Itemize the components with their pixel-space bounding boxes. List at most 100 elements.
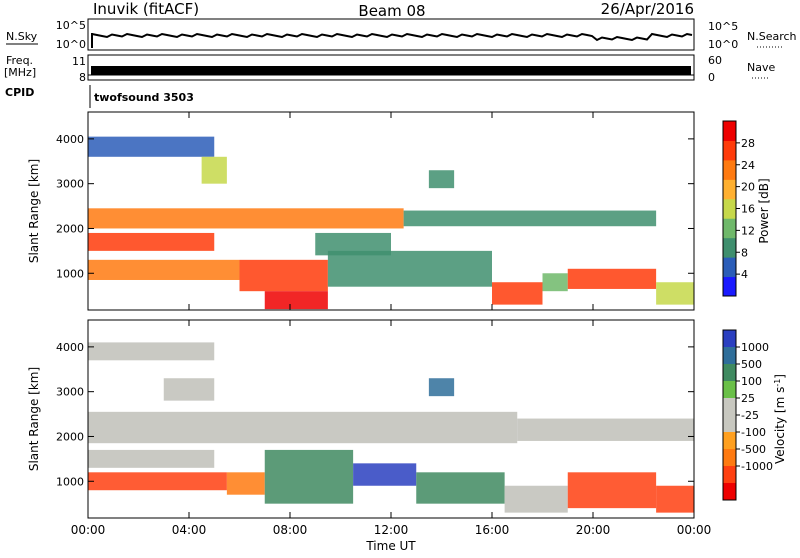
power-heatmap: [88, 136, 694, 310]
velocity-colorbar-label: Velocity [m s-1]: [773, 374, 788, 464]
freq-label: Freq.: [6, 54, 33, 67]
power-colorbar-segment-1: [723, 257, 736, 278]
power-colorbar-tick-label-5: 8: [741, 246, 748, 259]
velocity-colorbar-segment-6: [723, 432, 736, 450]
velocity-colorbar-tick-label-7: -1000: [741, 460, 773, 473]
power-colorbar-segment-0: [723, 276, 736, 297]
nsky-label: N.Sky: [6, 30, 38, 43]
time-tick-label-0: 00:00: [71, 523, 106, 537]
power-colorbar-tick-label-3: 16: [741, 203, 755, 216]
velocity-axes: 1000 2000 3000 4000: [56, 341, 694, 488]
nsky-tick-top: 10^5: [56, 19, 86, 32]
nsky-tick-bottom: 10^0: [56, 38, 86, 51]
velocity-colorbar-segment-0: [723, 330, 736, 348]
velocity-band-8: [504, 485, 568, 513]
velocity-band-6: [353, 463, 417, 486]
velocity-colorbar-segment-2: [723, 364, 736, 382]
power-band-2: [88, 232, 215, 251]
velocity-colorbar-segment-9: [723, 483, 736, 501]
freq-trace-band: [91, 66, 691, 75]
freq-tick-bottom: 8: [79, 71, 86, 84]
power-colorbar-segment-2: [723, 237, 736, 258]
power-colorbar-segment-5: [723, 179, 736, 200]
velocity-band-12: [163, 378, 215, 401]
power-colorbar-tick-label-1: 24: [741, 159, 755, 172]
power-colorbar-segment-8: [723, 121, 736, 141]
power-band-3: [88, 259, 240, 280]
date-title: 26/Apr/2016: [601, 0, 694, 18]
velocity-ytick-label-2: 3000: [56, 386, 84, 399]
velocity-band-9: [567, 472, 657, 509]
velocity-colorbar-tick-label-5: -100: [741, 426, 766, 439]
velocity-colorbar-tick-label-2: 100: [741, 375, 762, 388]
time-axis: 00:00 04:00 08:00 12:00 16:00 20:00 00:00: [71, 112, 712, 537]
velocity-colorbar-tick-label-1: 500: [741, 358, 762, 371]
velocity-colorbar-segment-1: [723, 347, 736, 365]
time-tick-label-5: 20:00: [576, 523, 611, 537]
time-tick-label-6: 00:00: [677, 523, 712, 537]
power-band-9: [567, 268, 657, 289]
power-colorbar-label: Power [dB]: [757, 178, 771, 243]
power-colorbar-tick-label-6: 4: [741, 268, 748, 281]
cpid-label: CPID: [5, 86, 34, 99]
cpid-value: twofsound 3503: [94, 91, 194, 104]
velocity-band-1: [517, 418, 694, 441]
nsearch-tick-top: 10^5: [708, 20, 738, 33]
power-band-11: [88, 136, 215, 157]
power-band-13: [428, 170, 455, 189]
time-tick-label-4: 16:00: [475, 523, 510, 537]
velocity-band-4: [226, 472, 265, 495]
velocity-band-13: [428, 378, 455, 397]
velocity-colorbar-segment-7: [723, 449, 736, 467]
power-colorbar-tick-label-2: 20: [741, 181, 755, 194]
velocity-colorbar: 1000 500 100 25 -25 -100 -500 -1000: [722, 329, 773, 501]
station-title: Inuvik (fitACF): [93, 0, 199, 18]
velocity-colorbar-segment-5: [723, 415, 736, 433]
power-band-4: [239, 259, 328, 292]
velocity-colorbar-tick-label-3: 25: [741, 392, 755, 405]
velocity-colorbar-segment-8: [723, 466, 736, 484]
velocity-band-0: [88, 411, 518, 444]
velocity-colorbar-segment-3: [723, 381, 736, 399]
power-ytick-label-0: 1000: [56, 267, 84, 280]
velocity-ytick-label-3: 4000: [56, 341, 84, 354]
velocity-band-10: [656, 485, 694, 513]
velocity-colorbar-tick-label-6: -500: [741, 443, 766, 456]
velocity-band-3: [88, 472, 227, 491]
nsky-panel-frame: [87, 18, 695, 51]
power-band-1: [403, 210, 657, 227]
velocity-ytick-label-0: 1000: [56, 475, 84, 488]
velocity-colorbar-segment-4: [723, 398, 736, 416]
power-band-8: [542, 273, 568, 292]
power-ylabel: Slant Range [km]: [27, 159, 41, 263]
power-axes: 1000 2000 3000 4000: [56, 133, 694, 280]
power-colorbar-segment-6: [723, 159, 736, 180]
power-colorbar-segment-7: [723, 140, 736, 161]
power-colorbar-segment-3: [723, 218, 736, 239]
power-band-12: [201, 156, 227, 184]
velocity-band-7: [416, 472, 505, 504]
time-tick-label-3: 12:00: [374, 523, 409, 537]
nave-tick-top: 60: [708, 54, 722, 67]
velocity-heatmap: [88, 342, 694, 513]
power-ytick-label-2: 3000: [56, 178, 84, 191]
freq-tick-top: 11: [72, 55, 86, 68]
velocity-colorbar-tick-label-0: 1000: [741, 341, 769, 354]
beam-title: Beam 08: [358, 2, 425, 20]
nsearch-label: N.Search: [747, 30, 797, 43]
time-axis-label: Time UT: [365, 539, 416, 553]
velocity-ylabel: Slant Range [km]: [27, 367, 41, 471]
time-tick-label-2: 08:00: [273, 523, 308, 537]
nsearch-tick-bottom: 10^0: [708, 38, 738, 51]
power-band-7: [492, 282, 543, 305]
power-colorbar-segment-4: [723, 198, 736, 219]
power-band-14: [315, 232, 391, 256]
power-band-10: [656, 282, 694, 305]
freq-unit-label: [MHz]: [4, 66, 36, 79]
power-ytick-label-1: 2000: [56, 222, 84, 235]
power-colorbar-tick-label-4: 12: [741, 224, 755, 237]
time-tick-label-1: 04:00: [172, 523, 207, 537]
velocity-band-2: [88, 449, 215, 468]
